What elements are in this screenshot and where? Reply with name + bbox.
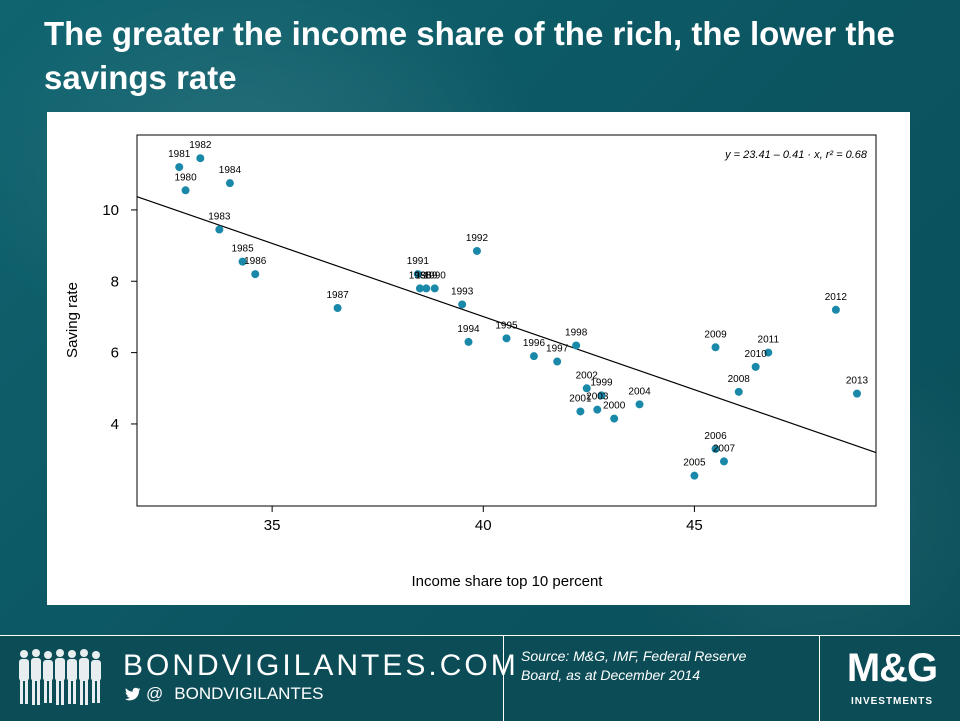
- point-label-2011: 2011: [758, 335, 780, 346]
- data-point-1982: [196, 154, 205, 163]
- mg-logo-text: M&G: [846, 646, 938, 690]
- x-tick-label: 40: [475, 517, 492, 534]
- data-point-2013: [852, 389, 861, 398]
- y-tick-label: 8: [111, 273, 119, 290]
- equation-label: y = 23.41 – 0.41 · x, r² = 0.68: [724, 149, 868, 161]
- point-label-2007: 2007: [713, 443, 736, 454]
- y-axis-label: Saving rate: [64, 282, 81, 358]
- plot-frame: [136, 134, 877, 507]
- data-point-1986: [251, 270, 260, 279]
- point-label-1984: 1984: [219, 165, 242, 176]
- brand-name[interactable]: BONDVIGILANTES.COM: [123, 649, 519, 682]
- point-label-2008: 2008: [728, 374, 751, 385]
- point-label-1996: 1996: [523, 338, 546, 349]
- x-tick-label: 45: [686, 517, 703, 534]
- data-point-1994: [464, 337, 473, 346]
- data-point-2011: [764, 348, 773, 357]
- point-label-1997: 1997: [546, 344, 569, 355]
- slide-title: The greater the income share of the rich…: [44, 15, 895, 96]
- footer-divider-left: [503, 636, 504, 721]
- point-label-1993: 1993: [451, 286, 474, 297]
- point-label-1987: 1987: [326, 290, 349, 301]
- point-label-1985: 1985: [231, 244, 254, 255]
- point-label-1991: 1991: [407, 256, 430, 267]
- data-point-1983: [215, 225, 224, 234]
- data-point-2001: [576, 407, 585, 416]
- data-point-2007: [719, 457, 728, 466]
- chart-panel: 1980 1981 1982 1983 1984 1985 1986 1987 1988 1989…: [47, 112, 910, 605]
- data-point-1980: [181, 186, 190, 195]
- people-silhouettes-logo: [19, 649, 101, 705]
- data-point-1992: [472, 246, 481, 255]
- data-point-1996: [529, 352, 538, 361]
- point-label-2002: 2002: [576, 370, 599, 381]
- point-label-1992: 1992: [466, 233, 489, 244]
- point-label-1988: 1988: [409, 270, 432, 281]
- point-label-1995: 1995: [495, 320, 518, 331]
- footer-divider-right: [819, 636, 820, 721]
- point-label-2009: 2009: [704, 329, 727, 340]
- point-label-1982: 1982: [189, 140, 212, 151]
- scatter-chart: 1980198119821983198419851986198719881989…: [64, 134, 877, 590]
- data-point-2003: [593, 405, 602, 414]
- point-label-2000: 2000: [603, 401, 626, 412]
- footer: BONDVIGILANTES.COM @ BONDVIGILANTES Sour…: [0, 635, 960, 721]
- point-label-1994: 1994: [457, 324, 480, 335]
- data-point-1989: [422, 284, 431, 293]
- point-label-2013: 2013: [846, 376, 869, 387]
- mg-investments-logo: M&G INVESTMENTS: [836, 644, 948, 716]
- data-point-1990: [430, 284, 439, 293]
- point-label-1981: 1981: [168, 149, 191, 160]
- y-tick-label: 4: [111, 416, 119, 433]
- y-tick-label: 6: [111, 345, 119, 362]
- twitter-handle: BONDVIGILANTES: [174, 684, 324, 703]
- x-tick-label: 35: [264, 517, 281, 534]
- point-label-2001: 2001: [569, 393, 592, 404]
- data-point-1993: [458, 300, 467, 309]
- data-point-1997: [553, 357, 562, 366]
- trend-line: [136, 196, 877, 454]
- point-label-1986: 1986: [244, 256, 267, 267]
- data-point-2000: [610, 414, 619, 423]
- point-label-2004: 2004: [628, 386, 651, 397]
- x-axis-label: Income share top 10 percent: [412, 573, 604, 590]
- data-point-1991: [413, 270, 422, 279]
- data-point-2002: [582, 384, 591, 393]
- data-point-1999: [597, 391, 606, 400]
- point-label-2003: 2003: [586, 392, 609, 403]
- point-label-1999: 1999: [590, 377, 613, 388]
- data-point-2010: [751, 362, 760, 371]
- twitter-at: @: [146, 684, 164, 703]
- twitter-handle-row[interactable]: @ BONDVIGILANTES: [125, 684, 324, 704]
- data-point-1995: [502, 334, 511, 343]
- data-point-2008: [734, 387, 743, 396]
- y-tick-label: 10: [102, 202, 119, 219]
- data-point-1987: [333, 304, 342, 313]
- data-point-2012: [831, 305, 840, 314]
- point-label-2010: 2010: [745, 349, 768, 360]
- point-label-2012: 2012: [825, 292, 848, 303]
- data-point-2006: [711, 444, 720, 453]
- point-label-1989: 1989: [415, 270, 438, 281]
- point-label-1998: 1998: [565, 327, 588, 338]
- point-label-1980: 1980: [174, 172, 197, 183]
- point-label-2006: 2006: [704, 431, 727, 442]
- data-point-1988: [415, 284, 424, 293]
- point-label-1983: 1983: [208, 212, 231, 223]
- data-point-1981: [175, 163, 184, 172]
- data-point-1984: [225, 179, 234, 188]
- data-point-1998: [572, 341, 581, 350]
- data-point-2009: [711, 343, 720, 352]
- source-note: Source: M&G, IMF, Federal Reserve Board,…: [521, 648, 747, 683]
- data-point-2005: [690, 471, 699, 480]
- data-point-1985: [238, 257, 247, 266]
- point-label-2005: 2005: [683, 458, 706, 469]
- point-label-1990: 1990: [424, 270, 447, 281]
- mg-logo-subtext: INVESTMENTS: [850, 696, 934, 707]
- twitter-bird-icon: [125, 687, 141, 701]
- data-point-2004: [635, 400, 644, 409]
